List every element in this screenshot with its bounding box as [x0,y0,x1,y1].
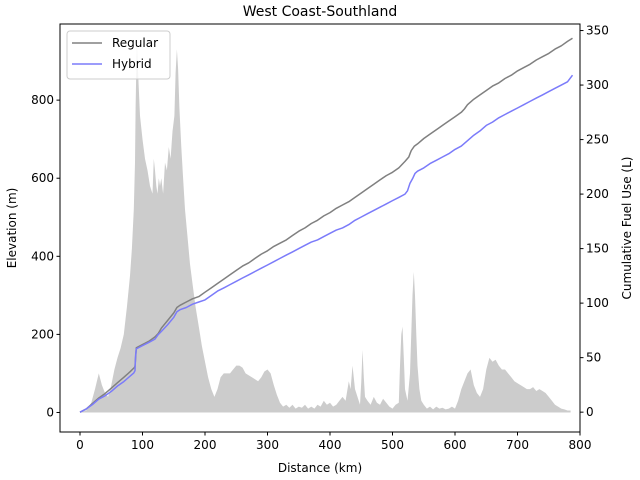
y-right-tick-label: 150 [586,242,609,256]
x-tick-label: 200 [194,438,217,452]
elevation-area [80,41,571,413]
y-axis-left-label: Elevation (m) [5,188,19,269]
x-axis-label: Distance (km) [278,461,362,475]
x-tick-label: 600 [444,438,467,452]
x-tick-label: 100 [131,438,154,452]
x-tick-label: 800 [569,438,592,452]
x-tick-label: 0 [76,438,84,452]
y-left-tick-label: 0 [46,405,54,419]
y-axis-right-label: Cumulative Fuel Use (L) [620,157,634,300]
y-left-tick-label: 800 [31,93,54,107]
x-tick-label: 400 [319,438,342,452]
legend: Regular Hybrid [66,30,171,80]
y-right-tick-label: 300 [586,78,609,92]
legend-label-hybrid: Hybrid [112,57,152,71]
x-tick-label: 500 [381,438,404,452]
y-left-tick-label: 200 [31,327,54,341]
x-tick-label: 700 [506,438,529,452]
y-right-tick-label: 0 [586,405,594,419]
x-tick-label: 300 [256,438,279,452]
y-axis-right: 0 50 100 150 200 250 300 350 [580,24,609,419]
y-right-tick-label: 50 [586,351,601,365]
y-left-tick-label: 600 [31,171,54,185]
axes-frame [59,23,581,433]
y-left-tick-label: 400 [31,249,54,263]
plot-area [79,37,574,413]
y-right-tick-label: 200 [586,187,609,201]
y-right-tick-label: 100 [586,296,609,310]
y-right-tick-label: 350 [586,24,609,38]
y-axis-left: 0 200 400 600 800 [31,93,60,419]
y-right-tick-label: 250 [586,133,609,147]
series-line-regular [79,37,573,413]
x-axis: 0 100 200 300 400 500 600 700 800 [76,432,591,452]
series-line-hybrid [79,74,574,413]
legend-label-regular: Regular [112,36,158,50]
chart-title: West Coast-Southland [243,4,398,20]
